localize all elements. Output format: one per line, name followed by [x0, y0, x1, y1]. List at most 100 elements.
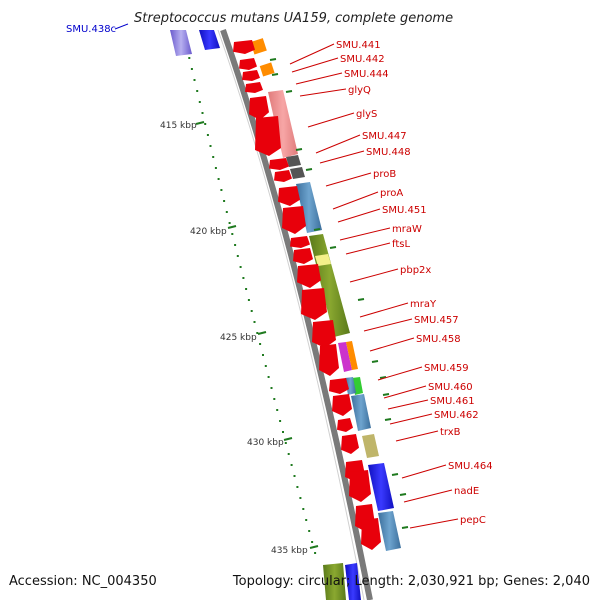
scale-label: 415 kbp — [160, 121, 197, 131]
feature-proa — [296, 182, 322, 233]
gene-arrow — [269, 158, 289, 170]
gene-label: SMU.458 — [416, 334, 461, 345]
scale-dot — [220, 189, 223, 191]
gene-arrow — [361, 518, 381, 550]
gene-arrow — [278, 186, 300, 206]
gene-label: nadE — [454, 486, 479, 497]
right-dash — [391, 473, 399, 476]
feature-orange-1 — [250, 38, 267, 55]
scale-dot — [190, 68, 193, 70]
scale-dot — [305, 519, 308, 521]
gene-arrow — [239, 58, 257, 70]
leader-line — [337, 208, 381, 223]
right-dash — [382, 393, 390, 396]
scale-dot — [188, 57, 191, 59]
top-left-leader-line — [114, 23, 129, 30]
leader-line — [291, 57, 339, 73]
gene-arrows — [233, 40, 381, 550]
scale-dot — [231, 233, 234, 235]
feature-smu462 — [351, 394, 371, 431]
leader-line — [401, 464, 447, 479]
gene-label: SMU.460 — [428, 382, 473, 393]
leader-line — [295, 72, 343, 85]
gene-label: SMU.464 — [448, 461, 493, 472]
scale-label: 435 kbp — [271, 546, 308, 556]
scale-major-tick — [227, 225, 237, 229]
scale-dot — [290, 464, 293, 466]
gene-arrow — [245, 82, 263, 93]
feature-grey-1 — [286, 155, 301, 167]
leader-line — [403, 489, 453, 503]
scale-dot — [299, 497, 302, 499]
right-dash — [329, 246, 337, 249]
right-dash — [269, 58, 277, 61]
scale-dot — [239, 266, 242, 268]
gene-arrow — [332, 394, 352, 416]
scale-dot — [196, 90, 199, 92]
gene-label: SMU.462 — [434, 410, 479, 421]
gene-label: pbp2x — [400, 265, 431, 276]
gene-arrow — [349, 470, 371, 502]
right-dash — [357, 298, 365, 301]
scale-major-tick — [257, 331, 267, 335]
right-dash — [401, 526, 409, 529]
leader-line — [332, 191, 379, 210]
scale-dot — [250, 310, 253, 312]
right-dash — [384, 418, 392, 421]
leader-line — [363, 318, 413, 332]
scale-dot — [212, 156, 215, 158]
feature-smu464 — [368, 463, 394, 511]
gene-label: pepC — [460, 515, 486, 526]
right-dash — [313, 228, 321, 231]
scale-dot — [287, 453, 290, 455]
genome-backbone-inner — [217, 29, 365, 600]
gene-arrow — [274, 170, 292, 182]
leader-line — [359, 302, 409, 318]
gene-arrow — [233, 40, 255, 54]
scale-dot — [262, 354, 264, 356]
gene-arrow — [329, 378, 349, 394]
leader-line — [289, 43, 335, 65]
leader-line — [409, 518, 459, 529]
leader-line — [349, 268, 399, 283]
genome-backbone — [220, 29, 373, 600]
gene-label: mraW — [392, 224, 422, 235]
gene-label: proA — [380, 188, 403, 199]
right-dash — [399, 493, 407, 496]
leader-line — [339, 227, 391, 241]
leader-line — [307, 112, 355, 128]
gene-arrow — [312, 320, 336, 348]
gene-arrow — [301, 288, 327, 320]
scale-dot — [284, 442, 287, 444]
gene-label: proB — [373, 169, 396, 180]
gene-arrow — [282, 206, 306, 234]
scale-dot — [282, 431, 284, 433]
leader-line — [319, 150, 365, 164]
scale-dot — [267, 376, 270, 378]
feature-smu458-magenta — [338, 342, 352, 372]
gene-label: SMU.448 — [366, 147, 411, 158]
right-dash — [295, 148, 303, 151]
scale-dot — [302, 508, 305, 510]
leader-line — [395, 430, 439, 442]
gene-leader-lines — [289, 43, 459, 529]
gene-label: glyQ — [348, 85, 371, 96]
scale-dot — [209, 145, 212, 147]
scale-dot — [259, 343, 262, 345]
gene-label: SMU.459 — [424, 363, 469, 374]
leader-line — [325, 172, 372, 187]
gene-arrow — [297, 264, 321, 288]
scale-dot — [214, 167, 217, 169]
gene-arrow — [319, 344, 339, 376]
gene-arrow — [341, 434, 359, 454]
feature-pepc — [378, 511, 401, 551]
right-dash — [305, 168, 313, 171]
scale-dot — [245, 288, 248, 290]
scale-dot — [236, 255, 239, 257]
gene-label: SMU.447 — [362, 131, 407, 142]
gene-arrow — [290, 236, 310, 248]
scale-dot — [279, 420, 282, 422]
scale-label: 430 kbp — [247, 438, 284, 448]
scale-dot — [308, 530, 311, 532]
